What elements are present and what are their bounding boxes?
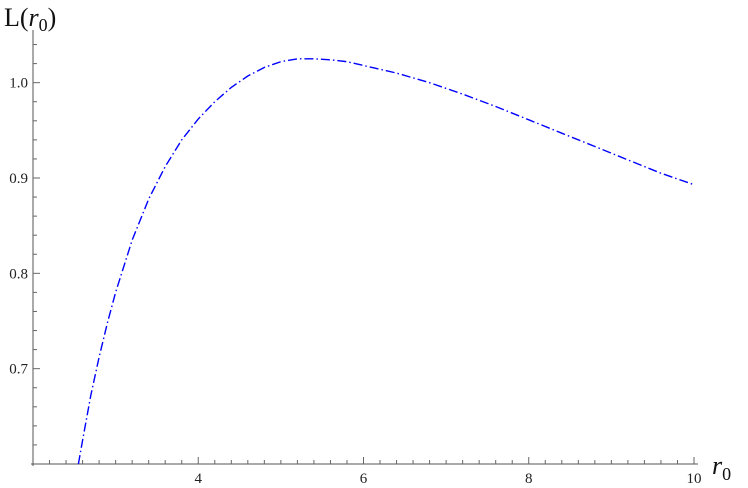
- y-tick-label: 0.8: [9, 266, 28, 282]
- y-tick-label: 0.7: [9, 362, 28, 378]
- axes: [31, 30, 698, 466]
- x-tick-label: 8: [525, 471, 533, 487]
- x-tick-label: 6: [360, 471, 368, 487]
- plot-area: [77, 58, 695, 465]
- y-tick-label: 1.0: [9, 76, 28, 92]
- x-tick-label: 4: [195, 471, 203, 487]
- x-tick-label: 10: [687, 471, 702, 487]
- x-axis-title: r0: [712, 451, 731, 484]
- y-tick-label: 0.9: [9, 171, 28, 187]
- ticks: 4 6 8 10 0.7 0.8 0.9 1.0: [9, 44, 702, 487]
- y-axis-title: L(r0): [4, 3, 56, 35]
- series-line: [77, 58, 695, 465]
